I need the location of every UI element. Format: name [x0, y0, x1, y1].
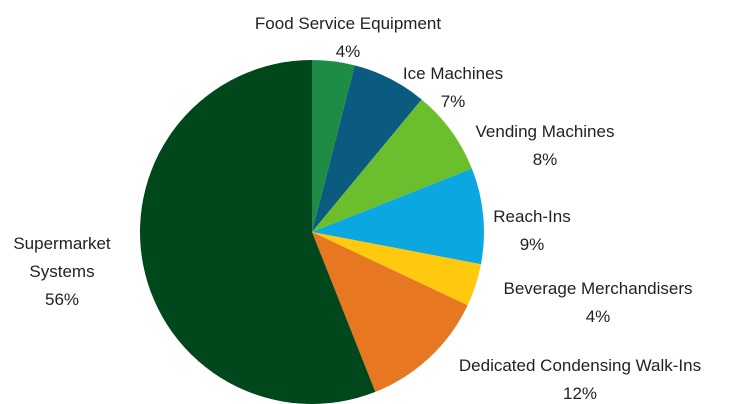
pie-slice — [312, 232, 481, 306]
value-label: 12% — [562, 384, 598, 403]
slice-label: Reach-Ins 9% — [493, 203, 570, 259]
pie-slice — [312, 168, 484, 265]
value-label: 56% — [44, 290, 80, 309]
category-name: Food Service Equipment — [254, 14, 442, 33]
slice-label: Ice Machines 7% — [403, 60, 503, 116]
category-name: Reach-Ins — [493, 207, 571, 226]
category-name: Ice Machines — [402, 64, 504, 83]
pie-slice — [140, 60, 376, 404]
pie-slice — [312, 99, 472, 232]
slice-label: Beverage Merchandisers 4% — [504, 275, 693, 331]
value-label: 4% — [335, 42, 361, 61]
value-label: 7% — [440, 92, 466, 111]
pie-slice — [312, 60, 355, 232]
category-name: Supermarket Systems — [13, 234, 111, 281]
slice-label: Dedicated Condensing Walk-Ins 12% — [459, 352, 701, 404]
category-name: Beverage Merchandisers — [503, 279, 693, 298]
value-label: 8% — [532, 150, 558, 169]
category-name: Vending Machines — [475, 122, 615, 141]
category-name: Dedicated Condensing Walk-Ins — [458, 356, 702, 375]
pie-slice — [312, 232, 468, 392]
value-label: 4% — [585, 307, 611, 326]
pie-slice — [312, 65, 422, 233]
value-label: 9% — [519, 235, 545, 254]
slice-label: Food Service Equipment 4% — [255, 10, 441, 66]
slice-label: Vending Machines 8% — [476, 118, 615, 174]
slice-label: Supermarket Systems 56% — [7, 230, 117, 314]
